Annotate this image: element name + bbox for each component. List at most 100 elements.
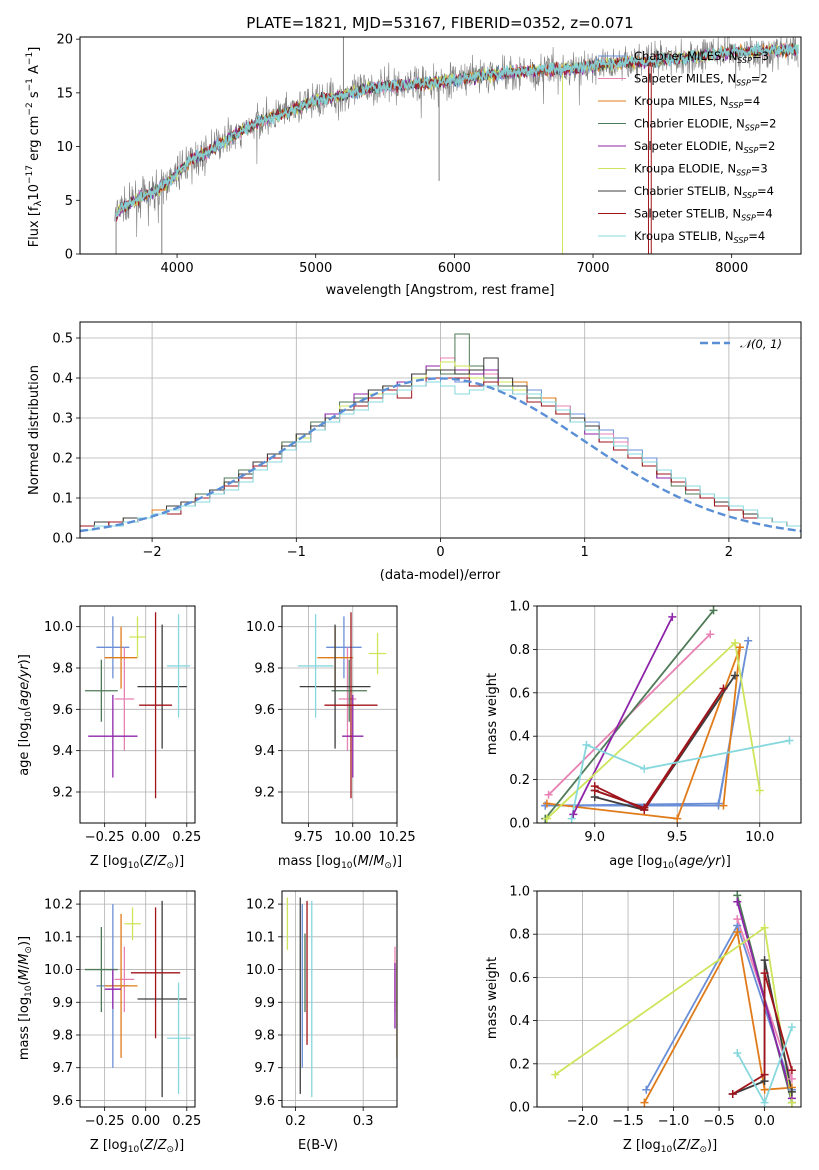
y-tick-label: 1.0 (509, 600, 530, 615)
y-tick-label: 9.7 (52, 1061, 73, 1076)
y-tick-label: 0.4 (509, 1014, 530, 1029)
weight-marker-kroupa-stelib (787, 1023, 796, 1032)
spectrum-ylabel: Flux [fλ10−17 erg cm−2 s−1 A−1] (25, 47, 44, 248)
weight-line-kroupa-elodie (546, 641, 761, 820)
legend-label: Chabrier ELODIE, NSSP=2 (634, 117, 776, 133)
x-tick-label: −1.0 (658, 1114, 690, 1129)
y-tick-label: 0.2 (509, 1057, 530, 1072)
massweight-vs-z-xlabel: Z [log10(Z/Z⊙)] (623, 1138, 717, 1155)
weight-marker-chabrier-miles (714, 799, 723, 808)
legend-label: Salpeter STELIB, NSSP=4 (634, 207, 773, 223)
x-tick-label: 9.5 (667, 830, 688, 845)
legend-label: Chabrier STELIB, NSSP=4 (634, 184, 774, 200)
weight-line-salpeter-stelib (732, 972, 793, 1095)
weight-marker-salpeter-miles (544, 790, 553, 799)
y-tick-label: 10.0 (44, 620, 73, 635)
weight-marker-salpeter-miles (733, 915, 742, 924)
x-tick-label: 9.0 (584, 830, 605, 845)
weight-marker-salpeter-miles (787, 1074, 796, 1083)
weight-marker-kroupa-miles (640, 1098, 649, 1107)
massweight-vs-age-ylabel: mass weight (485, 673, 500, 755)
y-tick-label: 10.0 (44, 963, 73, 978)
y-tick-label: 0.1 (52, 492, 73, 507)
legend-label: 𝒩(0, 1) (740, 337, 782, 351)
spectrum-title: PLATE=1821, MJD=53167, FIBERID=0352, z=0… (246, 14, 633, 32)
x-tick-label: 4000 (161, 261, 194, 276)
weight-marker-salpeter-elodie (668, 612, 677, 621)
weight-marker-kroupa-elodie (787, 1098, 796, 1107)
weight-marker-salpeter-miles (706, 630, 715, 639)
weight-marker-kroupa-miles (735, 643, 744, 652)
weight-marker-chabrier-elodie (709, 606, 718, 615)
weight-line-kroupa-miles (643, 929, 792, 1104)
weight-marker-salpeter-stelib (640, 805, 649, 814)
x-tick-label: 0 (436, 545, 444, 560)
x-tick-label: 2 (725, 545, 733, 560)
x-tick-label: 8000 (715, 261, 748, 276)
massweight-vs-z-ylabel: mass weight (485, 957, 500, 1039)
legend-label: Kroupa STELIB, NSSP=4 (634, 229, 765, 245)
y-tick-label: 9.6 (254, 703, 275, 718)
weight-marker-chabrier-miles (744, 636, 753, 645)
y-tick-label: 0.0 (509, 1101, 530, 1116)
weight-marker-salpeter-stelib (760, 969, 769, 978)
y-tick-label: 0.6 (509, 971, 530, 986)
x-tick-label: −2 (143, 545, 162, 560)
age-vs-mass-xlabel: mass [log10(M/M⊙)] (278, 854, 402, 871)
axes-frame (536, 605, 802, 824)
mass-vs-z-xlabel: Z [log10(Z/Z⊙)] (90, 1138, 184, 1155)
y-tick-label: 0.0 (52, 532, 73, 547)
legend-label: Salpeter ELODIE, NSSP=2 (634, 139, 775, 155)
y-tick-label: 0.8 (509, 928, 530, 943)
y-tick-label: 9.4 (52, 744, 73, 759)
axes-frame (281, 890, 398, 1108)
weight-marker-salpeter-stelib (728, 1090, 737, 1099)
weight-marker-kroupa-stelib (733, 1049, 742, 1057)
y-tick-label: 0.6 (509, 686, 530, 701)
y-tick-label: 9.2 (52, 786, 73, 801)
x-tick-label: 0.25 (172, 1114, 201, 1129)
weight-marker-kroupa-stelib (785, 736, 794, 745)
spectrum-legend: Chabrier MILES, NSSP=3 Salpeter MILES, NS… (598, 49, 776, 245)
y-tick-label: 0.2 (52, 452, 73, 467)
weight-line-kroupa-stelib (570, 739, 790, 819)
y-tick-label: 0 (65, 248, 73, 263)
mass-vs-ebv-panel: 0.2 0.3 9.6 9.7 9.8 9.9 10.0 10.1 10.2 (246, 890, 398, 1129)
legend-label: Kroupa ELODIE, NSSP=3 (634, 162, 768, 178)
axes-frame (281, 605, 398, 824)
x-tick-label: 9.75 (294, 830, 323, 845)
y-tick-label: 9.6 (52, 703, 73, 718)
legend-label: Salpeter MILES, NSSP=2 (634, 72, 768, 88)
weight-marker-kroupa-stelib (760, 1098, 769, 1107)
y-tick-label: 0.4 (52, 372, 73, 387)
plot-area (84, 612, 191, 799)
y-tick-label: 9.8 (52, 1029, 73, 1044)
plot-area (286, 897, 397, 1098)
x-tick-label: 5000 (299, 261, 332, 276)
legend-label: Chabrier MILES, NSSP=3 (634, 49, 769, 65)
gaussian-curve (80, 377, 801, 533)
weight-marker-kroupa-miles (760, 1085, 769, 1094)
axes-frame (536, 890, 802, 1108)
x-tick-label: −2.0 (567, 1114, 599, 1129)
massweight-vs-age-panel: 9.0 9.5 10.0 0.0 0.2 0.4 0.6 0.8 1.0 (509, 600, 802, 845)
weight-marker-kroupa-miles (733, 928, 742, 937)
weight-marker-kroupa-elodie (731, 638, 739, 647)
weight-marker-kroupa-elodie (755, 786, 764, 795)
weight-marker-kroupa-elodie (542, 814, 551, 823)
weight-line-chabrier-elodie (544, 609, 715, 820)
x-tick-label: −0.5 (703, 1114, 735, 1129)
x-tick-label: 10.00 (334, 830, 371, 845)
y-tick-label: 9.6 (254, 1094, 275, 1109)
axes-frame (79, 890, 196, 1108)
y-tick-label: 9.8 (52, 662, 73, 677)
y-tick-label: 10.2 (44, 898, 73, 913)
x-tick-label: 1 (581, 545, 589, 560)
weight-marker-kroupa-miles (719, 801, 728, 810)
histogram-kroupa-stelib (80, 381, 801, 538)
y-tick-label: 9.2 (254, 786, 275, 801)
y-tick-label: 0.8 (509, 643, 530, 658)
residuals-ylabel: Normed distribution (27, 365, 42, 495)
mass-vs-z-panel: −0.25 0.00 0.25 9.6 9.7 9.8 9.9 10.0 10.1 10.2 (44, 890, 201, 1129)
